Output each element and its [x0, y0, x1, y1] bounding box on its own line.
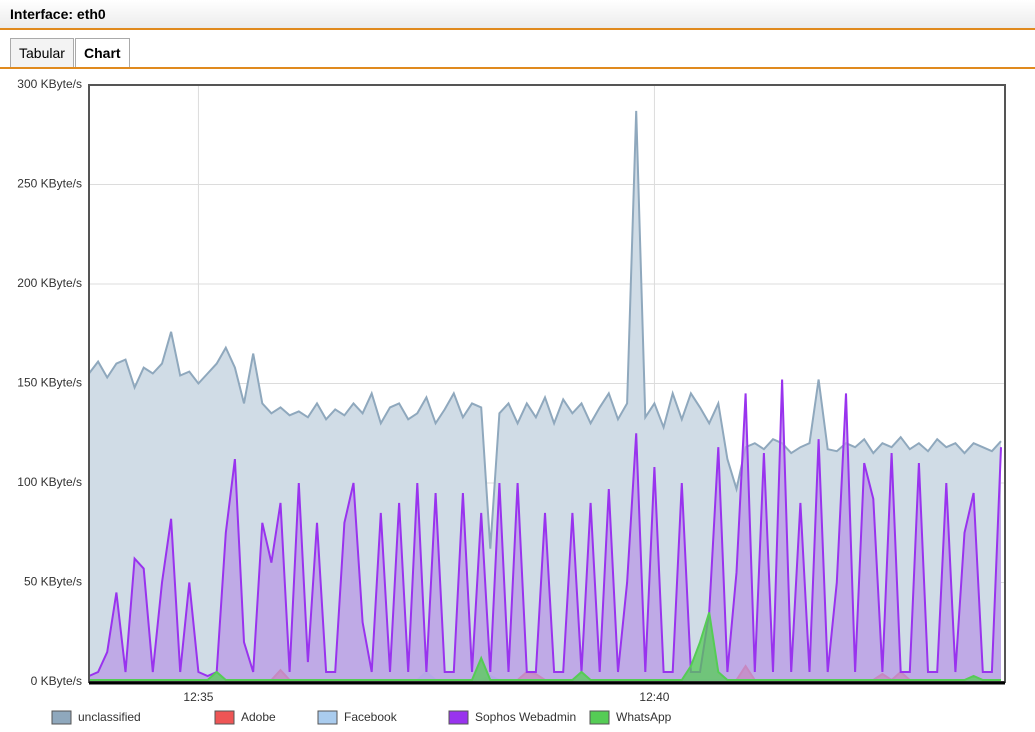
y-tick-label: 200 KByte/s: [17, 276, 82, 290]
tab-bar: Tabular Chart: [0, 38, 1035, 69]
line: [89, 612, 1001, 681]
legend-swatch: [589, 710, 610, 725]
tab[interactable]: Tabular: [10, 38, 74, 67]
legend-label: WhatsApp: [616, 710, 672, 724]
y-tick-label: 0 KByte/s: [31, 674, 82, 688]
legend-swatch: [317, 710, 338, 725]
header: Interface: eth0: [0, 0, 1035, 30]
legend-swatch: [214, 710, 235, 725]
legend-label: Adobe: [241, 710, 276, 724]
chart: 0 KByte/s 50 KByte/s 100 KByte/s 150 KByte/…: [17, 77, 1006, 725]
header-title: Interface: eth0: [10, 6, 106, 22]
legend-label: unclassified: [78, 710, 141, 724]
legend-swatch: [448, 710, 469, 725]
tab[interactable]: Chart: [75, 38, 130, 67]
y-tick-label: 150 KByte/s: [17, 376, 82, 390]
x-tick-label: 12:35: [183, 690, 213, 704]
y-tick-label: 250 KByte/s: [17, 177, 82, 191]
y-tick-label: 50 KByte/s: [24, 575, 82, 589]
legend-label: Sophos Webadmin: [475, 710, 576, 724]
y-tick-label: 100 KByte/s: [17, 475, 82, 489]
x-tick-label: 12:40: [639, 690, 669, 704]
line: [88, 110, 1002, 549]
line: [88, 379, 1002, 678]
legend-swatch: [51, 710, 72, 725]
y-tick-label: 300 KByte/s: [17, 77, 82, 91]
legend-label: Facebook: [344, 710, 398, 724]
area: [89, 379, 1001, 682]
